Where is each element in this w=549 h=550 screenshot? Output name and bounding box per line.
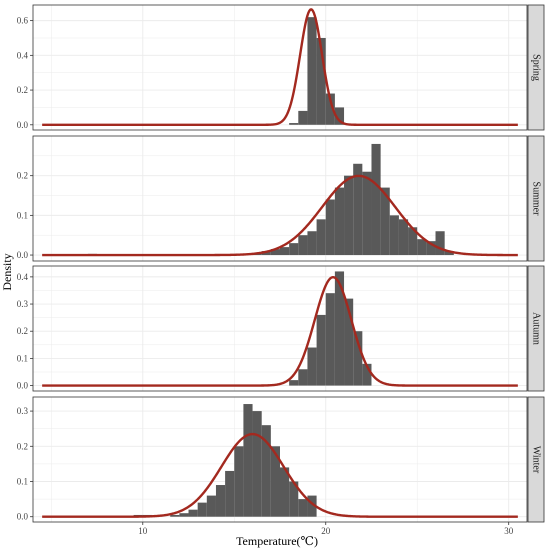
histogram-bar — [316, 219, 326, 256]
histogram-bar — [408, 227, 418, 256]
histogram-bar — [371, 143, 381, 256]
y-tick-label: 0.2 — [17, 441, 28, 451]
panel-background — [33, 5, 527, 130]
histogram-bar — [280, 247, 290, 256]
histogram-bar — [353, 331, 363, 386]
facet-spring: 0.0 0.2 0.4 0.6 Spring — [17, 4, 545, 131]
panel-background — [33, 266, 527, 391]
histogram-bar — [398, 219, 409, 256]
histogram-bar — [188, 509, 198, 517]
histogram-bar — [307, 495, 317, 517]
y-tick-label: 0.3 — [17, 299, 29, 309]
histogram-bar — [307, 231, 317, 256]
y-tick-label: 0.1 — [17, 210, 28, 220]
histogram-bar — [289, 380, 299, 386]
density-curve — [41, 275, 519, 387]
y-tick-label: 0.1 — [17, 477, 28, 487]
y-tick-label: 0.2 — [17, 85, 28, 95]
histogram-bar — [353, 163, 363, 256]
histogram-bar — [334, 107, 345, 125]
density-curve — [41, 174, 519, 257]
histogram-bar — [435, 231, 445, 256]
histogram-bar — [334, 271, 345, 386]
y-tick-label: 0.6 — [17, 16, 29, 26]
histogram-bar — [179, 513, 189, 517]
histogram-bar — [225, 470, 235, 517]
histogram-bar — [307, 17, 317, 125]
panel-border — [32, 396, 528, 523]
facet-winter: 0.0 0.1 0.2 0.3 Winter — [17, 396, 545, 523]
y-tick-label: 0.0 — [17, 381, 29, 391]
x-tick-label: 20 — [321, 526, 331, 536]
x-tick-label: 30 — [504, 526, 514, 536]
facet-panels: 0.00.20.40.6Spring0.00.10.2Summer0.00.10… — [17, 4, 545, 523]
facet-strip — [527, 4, 545, 131]
histogram-bar — [243, 404, 253, 517]
histogram-bar — [325, 93, 335, 125]
facet-strip — [527, 396, 545, 523]
y-tick-label: 0.0 — [17, 250, 29, 260]
x-tick-label: 10 — [138, 526, 148, 536]
y-tick-label: 0.0 — [17, 120, 29, 130]
histogram-bar — [316, 37, 326, 125]
histogram-bar — [298, 235, 308, 256]
y-tick-label: 0.4 — [17, 50, 29, 60]
histogram-bar — [261, 425, 271, 517]
y-tick-label: 0.0 — [17, 512, 29, 522]
histogram-bar — [280, 467, 290, 517]
histogram-bar — [362, 171, 372, 256]
histogram-bar — [344, 298, 354, 386]
facet-strip-label: Winter — [531, 446, 542, 474]
histogram-bar — [289, 123, 299, 125]
histogram-bar — [380, 187, 390, 256]
histogram-bar — [289, 481, 299, 517]
histogram-bar — [417, 239, 427, 256]
histogram-bar — [307, 347, 317, 386]
x-axis: 10 20 30 — [138, 522, 514, 536]
panel-background — [33, 136, 527, 261]
histogram-bar — [298, 110, 308, 125]
x-axis-title: Temperature(℃) — [236, 534, 318, 548]
histogram-bar — [234, 446, 244, 517]
histogram-bar — [197, 502, 207, 517]
histogram-bar — [316, 314, 326, 386]
facet-strip-label: Spring — [531, 54, 542, 81]
facet-strip — [527, 135, 545, 262]
panel-border — [32, 265, 528, 392]
histogram-bar — [426, 241, 436, 256]
histogram-bar — [215, 485, 226, 517]
y-axis-title: Density — [0, 253, 14, 290]
y-tick-label: 0.4 — [17, 272, 29, 282]
histogram-bar — [325, 293, 335, 386]
histogram-bar — [362, 363, 372, 386]
facet-autumn: 0.0 0.1 0.2 0.3 0.4 Autumn — [17, 265, 545, 392]
facet-strip-label: Summer — [531, 182, 542, 217]
histogram-bar — [389, 215, 399, 256]
density-curve — [41, 432, 519, 518]
histogram-bar — [261, 251, 271, 256]
histogram-bar — [298, 499, 308, 517]
histogram-bar — [252, 411, 262, 517]
histogram-bar — [344, 175, 354, 256]
facet-summer: 0.0 0.1 0.2 Summer — [17, 135, 545, 262]
panel-border — [32, 135, 528, 262]
y-tick-label: 0.3 — [17, 406, 29, 416]
histogram-bar — [289, 243, 299, 256]
facet-strip-label: Autumn — [531, 312, 542, 345]
histogram-bar — [444, 251, 454, 256]
histogram-bar — [325, 199, 335, 256]
y-tick-label: 0.2 — [17, 171, 28, 181]
histogram-bar — [270, 446, 280, 517]
panel-border — [32, 4, 528, 131]
histogram-bar — [334, 187, 345, 256]
y-tick-label: 0.1 — [17, 353, 28, 363]
histogram-bar — [270, 249, 280, 256]
density-curve — [41, 8, 519, 126]
y-tick-label: 0.2 — [17, 326, 28, 336]
facet-strip — [527, 265, 545, 392]
histogram-bar — [206, 495, 216, 517]
histogram-bar — [298, 369, 308, 386]
histogram-bar — [170, 514, 180, 517]
